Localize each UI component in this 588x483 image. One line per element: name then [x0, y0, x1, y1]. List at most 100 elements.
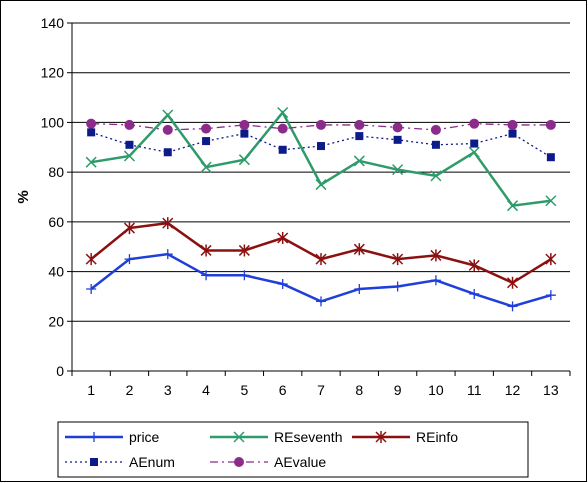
data-point-aenum	[546, 153, 555, 162]
data-point-reseventh	[353, 155, 365, 167]
legend-marker-reinfo	[375, 431, 387, 443]
x-tick-label: 4	[202, 382, 210, 398]
data-point-aevalue	[277, 123, 288, 134]
data-point-reinfo	[430, 249, 442, 262]
data-point-price	[239, 270, 250, 281]
data-point-price	[354, 283, 365, 294]
data-point-reinfo	[277, 232, 289, 245]
y-tick-label: 80	[48, 164, 64, 180]
data-point-reseventh	[545, 195, 557, 207]
legend-marker-aenum	[90, 458, 98, 466]
data-point-reseventh	[123, 150, 135, 162]
y-tick-label: 0	[56, 363, 64, 379]
data-point-aenum	[202, 137, 211, 146]
data-point-reinfo	[545, 253, 557, 266]
data-point-price	[162, 249, 173, 260]
data-point-reinfo	[162, 217, 174, 230]
data-point-price	[277, 279, 288, 289]
data-point-reseventh	[468, 146, 480, 158]
data-point-aenum	[508, 129, 517, 138]
data-point-aevalue	[86, 118, 97, 129]
y-tick-label: 20	[48, 313, 64, 329]
data-point-aevalue	[354, 119, 365, 130]
data-point-aenum	[431, 140, 440, 149]
data-point-aevalue	[162, 124, 173, 135]
data-point-reseventh	[392, 164, 404, 176]
legend-marker-reseventh	[233, 431, 245, 443]
data-point-aenum	[470, 139, 479, 148]
data-point-aenum	[87, 128, 96, 137]
data-point-reseventh	[507, 200, 519, 212]
x-tick-label: 13	[543, 382, 559, 398]
y-tick-label: 100	[41, 114, 65, 130]
data-point-reinfo	[200, 244, 212, 257]
y-axis-label: %	[15, 190, 32, 203]
data-point-reseventh	[85, 156, 97, 168]
data-point-reseventh	[200, 161, 212, 173]
data-point-price	[392, 281, 403, 292]
legend: price REseventh REinfo AEnum AEvalue	[57, 421, 529, 478]
data-point-reseventh	[277, 106, 289, 119]
data-point-aenum	[240, 129, 249, 138]
data-point-reinfo	[123, 222, 135, 235]
data-point-reinfo	[315, 253, 327, 266]
data-point-reseventh	[238, 154, 250, 166]
legend-label-aevalue: AEvalue	[274, 454, 326, 470]
x-tick-label: 6	[279, 382, 287, 398]
data-point-aenum	[163, 148, 172, 157]
y-tick-label: 120	[41, 65, 65, 81]
data-point-aevalue	[430, 124, 441, 135]
data-point-reinfo	[468, 259, 480, 272]
y-tick-label: 60	[48, 214, 64, 230]
data-point-aevalue	[392, 122, 403, 133]
data-point-reseventh	[162, 109, 174, 121]
data-point-reinfo	[392, 253, 404, 266]
data-point-price	[469, 288, 480, 299]
x-tick-label: 9	[394, 382, 402, 398]
data-point-price	[201, 270, 212, 281]
data-point-aevalue	[469, 118, 480, 129]
legend-marker-price	[89, 432, 99, 442]
data-point-reseventh	[315, 179, 327, 191]
data-point-aevalue	[545, 119, 556, 130]
data-point-reinfo	[238, 244, 250, 257]
x-tick-label: 5	[240, 382, 248, 398]
data-point-reinfo	[85, 253, 97, 266]
x-tick-label: 1	[87, 382, 95, 398]
y-tick-label: 40	[48, 264, 64, 280]
data-point-aevalue	[124, 119, 135, 130]
data-point-reinfo	[353, 243, 365, 256]
data-point-aevalue	[316, 119, 326, 130]
data-point-aenum	[393, 135, 402, 144]
x-tick-label: 8	[355, 382, 363, 398]
data-point-aevalue	[239, 119, 250, 130]
data-point-price	[124, 254, 135, 265]
x-tick-label: 7	[317, 382, 325, 398]
data-point-aenum	[355, 132, 364, 141]
legend-label-aenum: AEnum	[129, 454, 175, 470]
x-tick-label: 12	[505, 382, 521, 398]
data-point-price	[430, 275, 441, 286]
legend-label-reseventh: REseventh	[274, 429, 342, 445]
data-point-aevalue	[201, 123, 212, 134]
data-point-price	[86, 283, 97, 294]
data-point-reinfo	[507, 276, 519, 289]
x-tick-label: 2	[126, 382, 134, 398]
data-point-price	[316, 296, 326, 307]
legend-label-reinfo: REinfo	[416, 429, 458, 445]
data-point-aenum	[278, 145, 287, 154]
data-point-price	[545, 290, 556, 301]
data-point-aenum	[317, 142, 325, 151]
data-point-aevalue	[507, 119, 518, 130]
x-tick-label: 3	[164, 382, 172, 398]
data-point-price	[507, 301, 518, 312]
data-point-aenum	[125, 140, 134, 149]
legend-label-price: price	[129, 429, 160, 445]
data-point-reseventh	[430, 170, 442, 182]
legend-box	[57, 421, 529, 478]
x-tick-label: 11	[467, 382, 482, 398]
legend-marker-aevalue	[234, 457, 244, 467]
